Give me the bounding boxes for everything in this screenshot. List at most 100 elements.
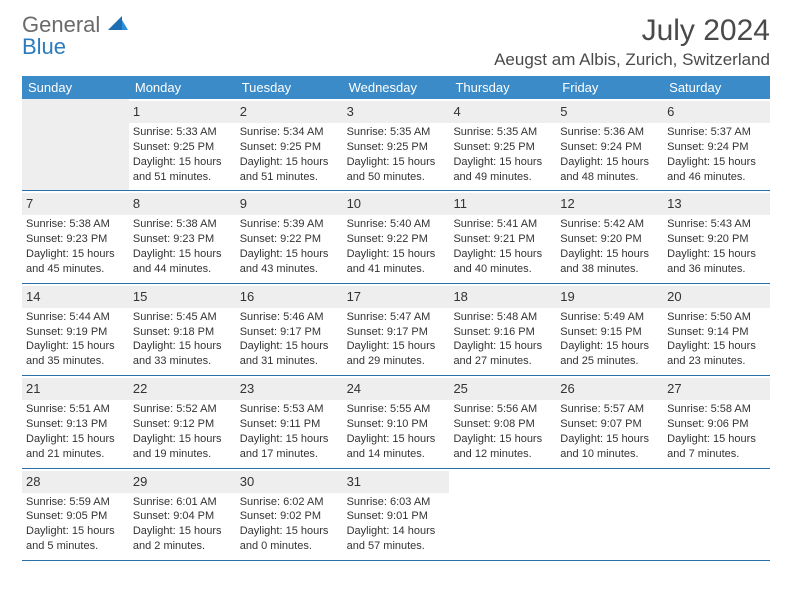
weeks-container: 1Sunrise: 5:33 AMSunset: 9:25 PMDaylight… [22, 99, 770, 561]
sunset-line: Sunset: 9:22 PM [347, 232, 446, 247]
sunset-line: Sunset: 9:01 PM [347, 509, 446, 524]
day-number-row: 18 [449, 286, 556, 308]
daylight-line: Daylight: 15 hours and 7 minutes. [667, 432, 766, 462]
day-number: 2 [240, 104, 247, 119]
daylight-line: Daylight: 15 hours and 48 minutes. [560, 155, 659, 185]
sunset-line: Sunset: 9:15 PM [560, 325, 659, 340]
day-number: 27 [667, 381, 681, 396]
day-number-row: 27 [663, 378, 770, 400]
day-cell: 24 Sunrise: 5:55 AMSunset: 9:10 PMDayligh… [343, 376, 450, 467]
sunset-line: Sunset: 9:06 PM [667, 417, 766, 432]
sunrise-line: Sunrise: 5:39 AM [240, 217, 339, 232]
week-row: 1Sunrise: 5:33 AMSunset: 9:25 PMDaylight… [22, 99, 770, 191]
weekday-header: Monday [129, 76, 236, 99]
day-info: Sunrise: 5:42 AMSunset: 9:20 PMDaylight:… [560, 217, 659, 276]
day-number-row: 31 [343, 471, 450, 493]
sunset-line: Sunset: 9:25 PM [133, 140, 232, 155]
daylight-line: Daylight: 15 hours and 29 minutes. [347, 339, 446, 369]
daylight-line: Daylight: 15 hours and 45 minutes. [26, 247, 125, 277]
day-info: Sunrise: 5:37 AMSunset: 9:24 PMDaylight:… [667, 125, 766, 184]
day-number-row: 25 [449, 378, 556, 400]
brand-word2: Blue [22, 34, 66, 59]
brand-text: General Blue [22, 14, 128, 58]
daylight-line: Daylight: 15 hours and 10 minutes. [560, 432, 659, 462]
daylight-line: Daylight: 14 hours and 57 minutes. [347, 524, 446, 554]
sunset-line: Sunset: 9:25 PM [453, 140, 552, 155]
day-number: 4 [453, 104, 460, 119]
day-number-row: 8 [129, 193, 236, 215]
day-number: 8 [133, 196, 140, 211]
day-cell: 14Sunrise: 5:44 AMSunset: 9:19 PMDayligh… [22, 284, 129, 375]
sunrise-line: Sunrise: 5:40 AM [347, 217, 446, 232]
day-info: Sunrise: 5:45 AMSunset: 9:18 PMDaylight:… [133, 310, 232, 369]
day-cell: 18Sunrise: 5:48 AMSunset: 9:16 PMDayligh… [449, 284, 556, 375]
sunset-line: Sunset: 9:25 PM [347, 140, 446, 155]
day-number-row: 9 [236, 193, 343, 215]
sunset-line: Sunset: 9:24 PM [560, 140, 659, 155]
title-block: July 2024 Aeugst am Albis, Zurich, Switz… [494, 14, 770, 70]
day-cell: 17Sunrise: 5:47 AMSunset: 9:17 PMDayligh… [343, 284, 450, 375]
daylight-line: Daylight: 15 hours and 51 minutes. [240, 155, 339, 185]
sunset-line: Sunset: 9:05 PM [26, 509, 125, 524]
weekday-header: Friday [556, 76, 663, 99]
daylight-line: Daylight: 15 hours and 43 minutes. [240, 247, 339, 277]
weekday-header: Saturday [663, 76, 770, 99]
sunrise-line: Sunrise: 5:50 AM [667, 310, 766, 325]
day-number-row: 30 [236, 471, 343, 493]
day-cell: 3Sunrise: 5:35 AMSunset: 9:25 PMDaylight… [343, 99, 450, 190]
day-number: 24 [347, 381, 361, 396]
daylight-line: Daylight: 15 hours and 35 minutes. [26, 339, 125, 369]
day-number-row: 29 [129, 471, 236, 493]
day-info: Sunrise: 5:55 AMSunset: 9:10 PMDaylight:… [347, 402, 446, 461]
day-number: 11 [453, 196, 467, 211]
sunset-line: Sunset: 9:23 PM [26, 232, 125, 247]
sunrise-line: Sunrise: 6:03 AM [347, 495, 446, 510]
day-number-row: 5 [556, 101, 663, 123]
weekday-row: SundayMondayTuesdayWednesdayThursdayFrid… [22, 76, 770, 99]
day-number: 14 [26, 289, 40, 304]
sunrise-line: Sunrise: 5:43 AM [667, 217, 766, 232]
day-number-row: 22 [129, 378, 236, 400]
day-cell: 30Sunrise: 6:02 AMSunset: 9:02 PMDayligh… [236, 469, 343, 560]
day-number-row: 21 [22, 378, 129, 400]
brand-sail-icon [108, 14, 128, 36]
day-info: Sunrise: 5:33 AMSunset: 9:25 PMDaylight:… [133, 125, 232, 184]
weekday-header: Wednesday [343, 76, 450, 99]
header: General Blue July 2024 Aeugst am Albis, … [22, 14, 770, 70]
daylight-line: Daylight: 15 hours and 51 minutes. [133, 155, 232, 185]
day-number-row: 7 [22, 193, 129, 215]
day-info: Sunrise: 5:39 AMSunset: 9:22 PMDaylight:… [240, 217, 339, 276]
sunset-line: Sunset: 9:16 PM [453, 325, 552, 340]
day-cell: 6Sunrise: 5:37 AMSunset: 9:24 PMDaylight… [663, 99, 770, 190]
day-number: 26 [560, 381, 574, 396]
sunrise-line: Sunrise: 5:51 AM [26, 402, 125, 417]
day-number: 13 [667, 196, 681, 211]
day-cell: 31 Sunrise: 6:03 AMSunset: 9:01 PMDayligh… [343, 469, 450, 560]
sunrise-line: Sunrise: 5:41 AM [453, 217, 552, 232]
day-cell: 1Sunrise: 5:33 AMSunset: 9:25 PMDaylight… [129, 99, 236, 190]
day-info: Sunrise: 6:01 AMSunset: 9:04 PMDaylight:… [133, 495, 232, 554]
day-number-row: 10 [343, 193, 450, 215]
daylight-line: Daylight: 15 hours and 21 minutes. [26, 432, 125, 462]
daylight-line: Daylight: 15 hours and 36 minutes. [667, 247, 766, 277]
day-number: 9 [240, 196, 247, 211]
daylight-line: Daylight: 15 hours and 41 minutes. [347, 247, 446, 277]
day-info: Sunrise: 6:02 AMSunset: 9:02 PMDaylight:… [240, 495, 339, 554]
day-number: 5 [560, 104, 567, 119]
sunset-line: Sunset: 9:13 PM [26, 417, 125, 432]
sunset-line: Sunset: 9:11 PM [240, 417, 339, 432]
day-number-row: 13 [663, 193, 770, 215]
sunrise-line: Sunrise: 5:56 AM [453, 402, 552, 417]
sunset-line: Sunset: 9:10 PM [347, 417, 446, 432]
day-number-row: 1 [129, 101, 236, 123]
day-info: Sunrise: 5:43 AMSunset: 9:20 PMDaylight:… [667, 217, 766, 276]
day-number-row: 12 [556, 193, 663, 215]
day-info: Sunrise: 5:49 AMSunset: 9:15 PMDaylight:… [560, 310, 659, 369]
day-cell: 15Sunrise: 5:45 AMSunset: 9:18 PMDayligh… [129, 284, 236, 375]
day-cell: 22Sunrise: 5:52 AMSunset: 9:12 PMDayligh… [129, 376, 236, 467]
sunset-line: Sunset: 9:23 PM [133, 232, 232, 247]
sunrise-line: Sunrise: 5:36 AM [560, 125, 659, 140]
sunrise-line: Sunrise: 5:35 AM [453, 125, 552, 140]
sunrise-line: Sunrise: 5:38 AM [133, 217, 232, 232]
week-row: 28Sunrise: 5:59 AMSunset: 9:05 PMDayligh… [22, 469, 770, 561]
